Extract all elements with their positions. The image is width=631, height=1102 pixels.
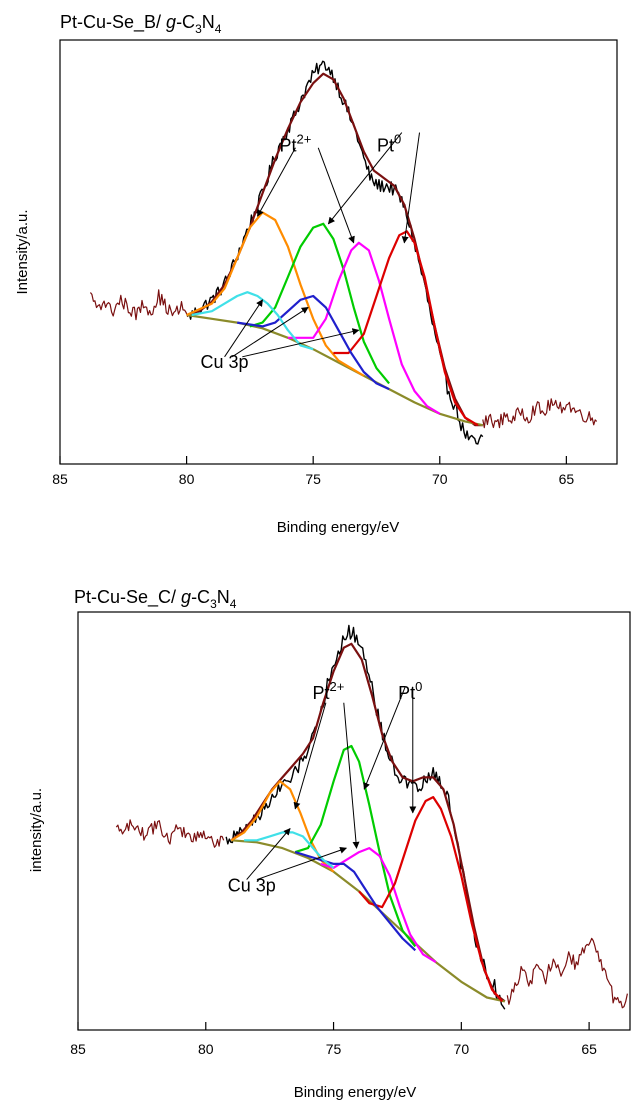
x-axis-label-b: Binding energy/eV — [277, 519, 400, 536]
series-raw-0 — [225, 624, 506, 1010]
series-peak-7 — [287, 241, 441, 415]
x-tick-label: 85 — [70, 1041, 86, 1057]
series-background_raw-1 — [89, 289, 190, 321]
x-axis-ticks-c: 85 80 75 70 65 — [70, 1022, 597, 1057]
chart-title-b: Pt-Cu-Se_B/ g-C3N4 — [60, 12, 222, 36]
series-baseline-4 — [231, 839, 506, 1003]
series-peak-10 — [244, 831, 335, 869]
annotation-arrow — [242, 328, 360, 358]
series-peak-5 — [186, 211, 365, 377]
series-peak-6 — [249, 222, 390, 385]
series-peak-7 — [320, 847, 437, 964]
series-background_raw_low-2 — [506, 937, 628, 1009]
annotation-arrow — [317, 147, 355, 244]
annotation-label: Cu 3p — [228, 875, 276, 895]
series-envelope-3 — [230, 642, 506, 1003]
series-background_raw-1 — [115, 819, 225, 848]
annotation-arrow — [343, 702, 360, 849]
x-tick-label: 80 — [179, 471, 195, 487]
series-raw-0 — [188, 60, 484, 445]
series-peak-6 — [294, 744, 417, 948]
panel-b: Pt-Cu-Se_B/ g-C3N4 85 80 75 70 65 Pt2+ Pt0 Cu … — [14, 12, 618, 536]
series-group-b — [89, 60, 598, 445]
annotation-arrow — [363, 686, 406, 790]
x-tick-label: 85 — [52, 471, 68, 487]
annotation-label: Cu 3p — [201, 352, 249, 372]
annotation-arrow — [257, 147, 296, 217]
annotation-arrow — [293, 702, 327, 810]
annotation-label: Pt2+ — [313, 679, 345, 703]
plot-frame-c — [77, 611, 631, 1031]
y-axis-label-b: Intensity/a.u. — [14, 209, 31, 294]
x-tick-label: 70 — [454, 1041, 470, 1057]
series-peak-10 — [191, 291, 314, 351]
chart-title-c: Pt-Cu-Se_C/ g-C3N4 — [74, 587, 237, 611]
annotation-arrow — [327, 132, 403, 225]
x-tick-label: 75 — [326, 1041, 342, 1057]
series-group-c — [115, 624, 628, 1010]
annotation-arrow — [256, 846, 347, 881]
annotation-label: Pt2+ — [280, 132, 312, 156]
annotation-label: Pt0 — [377, 132, 401, 156]
annotations-b: Pt2+ Pt0 Cu 3p — [201, 132, 421, 372]
annotation-arrow — [401, 132, 421, 244]
x-tick-label: 80 — [198, 1041, 214, 1057]
x-tick-label: 65 — [581, 1041, 597, 1057]
series-envelope-3 — [186, 72, 483, 427]
annotations-c: Pt2+ Pt0 Cu 3p — [228, 679, 423, 896]
panel-c: Pt-Cu-Se_C/ g-C3N4 85 80 75 70 65 Pt2+ Pt0 Cu … — [28, 587, 631, 1101]
x-tick-label: 65 — [559, 471, 575, 487]
x-tick-label: 75 — [305, 471, 321, 487]
annotation-arrow — [231, 306, 309, 358]
annotation-arrow — [246, 827, 291, 880]
y-axis-label-c: intensity/a.u. — [28, 788, 45, 872]
x-axis-label-c: Binding energy/eV — [294, 1084, 417, 1101]
annotation-label: Pt0 — [398, 679, 422, 703]
series-peak-9 — [237, 294, 390, 391]
series-peak-8 — [358, 796, 504, 1003]
annotation-arrow — [224, 299, 263, 358]
x-tick-label: 70 — [432, 471, 448, 487]
plot-frame-b — [59, 39, 618, 465]
x-axis-ticks-b: 85 80 75 70 65 — [52, 456, 574, 487]
series-background_raw_low-2 — [482, 398, 598, 429]
series-peak-8 — [333, 230, 479, 427]
